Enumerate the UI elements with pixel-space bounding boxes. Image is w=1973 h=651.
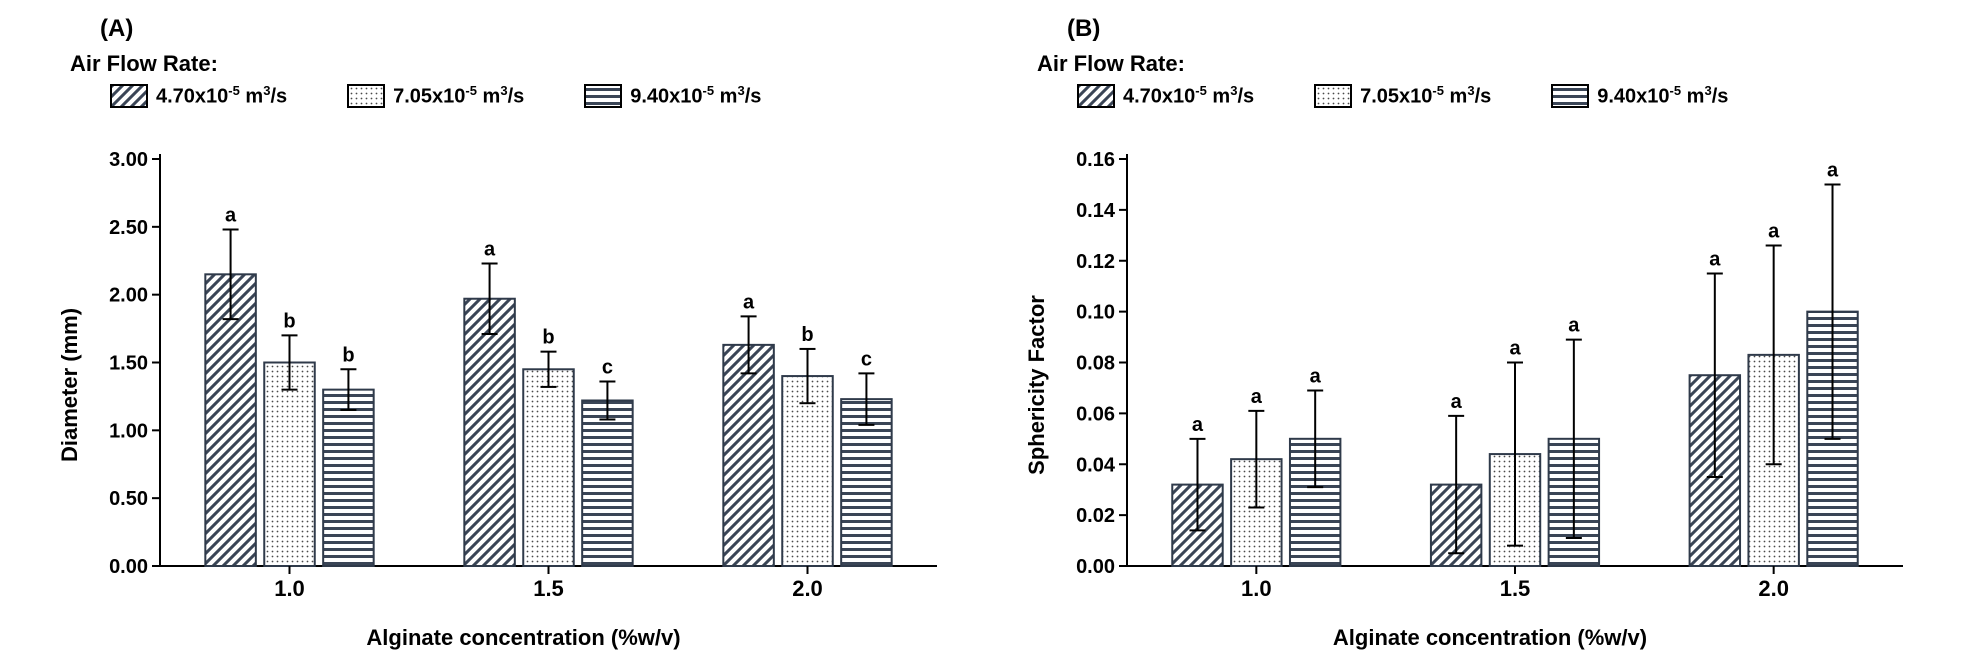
panel-b-xlabel: Alginate concentration (%w/v) <box>1057 625 1923 651</box>
sig-label: b <box>283 310 295 332</box>
swatch-diag <box>110 84 148 108</box>
swatch-diag-b <box>1077 84 1115 108</box>
y-tick-label: 0.50 <box>109 488 148 510</box>
swatch-hstripe-b <box>1551 84 1589 108</box>
y-tick-label: 0.10 <box>1076 301 1115 323</box>
legend-item-s3: 9.40x10-5 m3/s <box>584 83 761 109</box>
y-tick-label: 0.08 <box>1076 352 1115 374</box>
panel-a-tag: (A) <box>100 15 957 43</box>
sig-label: a <box>743 291 755 313</box>
sig-label: a <box>1768 220 1780 242</box>
sig-label: a <box>1568 314 1580 336</box>
y-tick-label: 0.14 <box>1076 200 1116 222</box>
sig-label: a <box>1251 385 1263 407</box>
panel-a-legend: 4.70x10-5 m3/s 7.05x10-5 m3/s 9.40x10-5 … <box>110 83 957 109</box>
legend-item-s3-b: 9.40x10-5 m3/s <box>1551 83 1728 109</box>
sig-label: b <box>542 326 554 348</box>
y-tick-label: 0.00 <box>109 556 148 578</box>
sig-label: c <box>861 348 872 370</box>
panel-b-plot: 0.00 0.02 0.04 0.06 0.08 0.10 0.12 0.14 0.16 a a a 1… <box>1057 119 1923 621</box>
legend-item-s1: 4.70x10-5 m3/s <box>110 83 287 109</box>
bar <box>464 298 515 565</box>
bar <box>523 369 574 566</box>
panel-a-ylabel: Diameter (mm) <box>57 308 83 462</box>
y-tick-label: 2.00 <box>109 284 148 306</box>
y-tick-label: 0.16 <box>1076 149 1115 171</box>
bar <box>582 400 633 566</box>
x-category-label: 1.0 <box>274 576 305 601</box>
chart-svg: 0.00 0.02 0.04 0.06 0.08 0.10 0.12 0.14 0.16 a a a 1… <box>1057 119 1923 616</box>
panel-a-ylabel-outer: Diameter (mm) <box>50 119 90 651</box>
sig-label: b <box>342 344 354 366</box>
swatch-dots-b <box>1314 84 1352 108</box>
sig-label: a <box>1509 337 1521 359</box>
y-tick-label: 0.06 <box>1076 403 1115 425</box>
x-category-label: 1.0 <box>1241 576 1272 601</box>
legend-item-s1-b: 4.70x10-5 m3/s <box>1077 83 1254 109</box>
swatch-hstripe <box>584 84 622 108</box>
panel-a-plot-col: 0.00 0.50 1.00 1.50 2.00 2.50 3.00 a b b 1.0 a b c 1.5… <box>90 119 957 651</box>
x-category-label: 1.5 <box>533 576 564 601</box>
legend-item-s2: 7.05x10-5 m3/s <box>347 83 524 109</box>
panel-b-legend: 4.70x10-5 m3/s 7.05x10-5 m3/s 9.40x10-5 … <box>1077 83 1923 109</box>
panel-a-legend-title: Air Flow Rate: <box>70 51 957 77</box>
figure-root: (A) Air Flow Rate: 4.70x10-5 m3/s 7.05x1… <box>0 0 1973 651</box>
x-category-label: 1.5 <box>1500 576 1531 601</box>
sig-label: a <box>1827 159 1839 181</box>
sig-label: b <box>801 324 813 346</box>
bar <box>323 389 374 565</box>
panel-b-ylabel: Sphericity Factor <box>1024 295 1050 475</box>
legend-label-s1-b: 4.70x10-5 m3/s <box>1123 83 1254 109</box>
y-tick-label: 1.50 <box>109 352 148 374</box>
legend-item-s2-b: 7.05x10-5 m3/s <box>1314 83 1491 109</box>
y-tick-label: 0.00 <box>1076 556 1115 578</box>
sig-label: a <box>1451 391 1463 413</box>
y-tick-label: 1.00 <box>109 420 148 442</box>
sig-label: a <box>484 238 496 260</box>
sig-label: c <box>602 356 613 378</box>
x-category-label: 2.0 <box>792 576 823 601</box>
y-tick-label: 0.12 <box>1076 250 1115 272</box>
legend-label-s1: 4.70x10-5 m3/s <box>156 83 287 109</box>
y-tick-label: 0.02 <box>1076 505 1115 527</box>
bar <box>782 376 833 566</box>
x-category-label: 2.0 <box>1758 576 1789 601</box>
y-tick-label: 0.04 <box>1076 454 1116 476</box>
panel-a-chart-wrap: Diameter (mm) 0.00 0.50 1.00 1.50 2.00 2.50 3.… <box>50 119 957 651</box>
sig-label: a <box>1709 248 1721 270</box>
panel-b-plot-col: 0.00 0.02 0.04 0.06 0.08 0.10 0.12 0.14 0.16 a a a 1… <box>1057 119 1923 651</box>
panel-b-tag: (B) <box>1067 15 1923 43</box>
bar <box>264 362 315 566</box>
panel-a-plot: 0.00 0.50 1.00 1.50 2.00 2.50 3.00 a b b 1.0 a b c 1.5… <box>90 119 957 621</box>
panel-a-xlabel: Alginate concentration (%w/v) <box>90 625 957 651</box>
panel-b: (B) Air Flow Rate: 4.70x10-5 m3/s 7.05x1… <box>987 10 1953 641</box>
y-tick-label: 3.00 <box>109 149 148 171</box>
sig-label: a <box>1310 365 1322 387</box>
legend-label-s3: 9.40x10-5 m3/s <box>630 83 761 109</box>
panel-b-ylabel-outer: Sphericity Factor <box>1017 119 1057 651</box>
swatch-dots <box>347 84 385 108</box>
sig-label: a <box>1192 413 1204 435</box>
legend-label-s2-b: 7.05x10-5 m3/s <box>1360 83 1491 109</box>
legend-label-s3-b: 9.40x10-5 m3/s <box>1597 83 1728 109</box>
sig-label: a <box>225 204 237 226</box>
chart-svg: 0.00 0.50 1.00 1.50 2.00 2.50 3.00 a b b 1.0 a b c 1.5… <box>90 119 957 616</box>
bar <box>723 345 774 566</box>
panel-b-legend-title: Air Flow Rate: <box>1037 51 1923 77</box>
panel-b-chart-wrap: Sphericity Factor 0.000.020.040.060.080.… <box>1017 119 1923 651</box>
y-tick-label: 2.50 <box>109 216 148 238</box>
panel-a: (A) Air Flow Rate: 4.70x10-5 m3/s 7.05x1… <box>20 10 987 641</box>
legend-label-s2: 7.05x10-5 m3/s <box>393 83 524 109</box>
